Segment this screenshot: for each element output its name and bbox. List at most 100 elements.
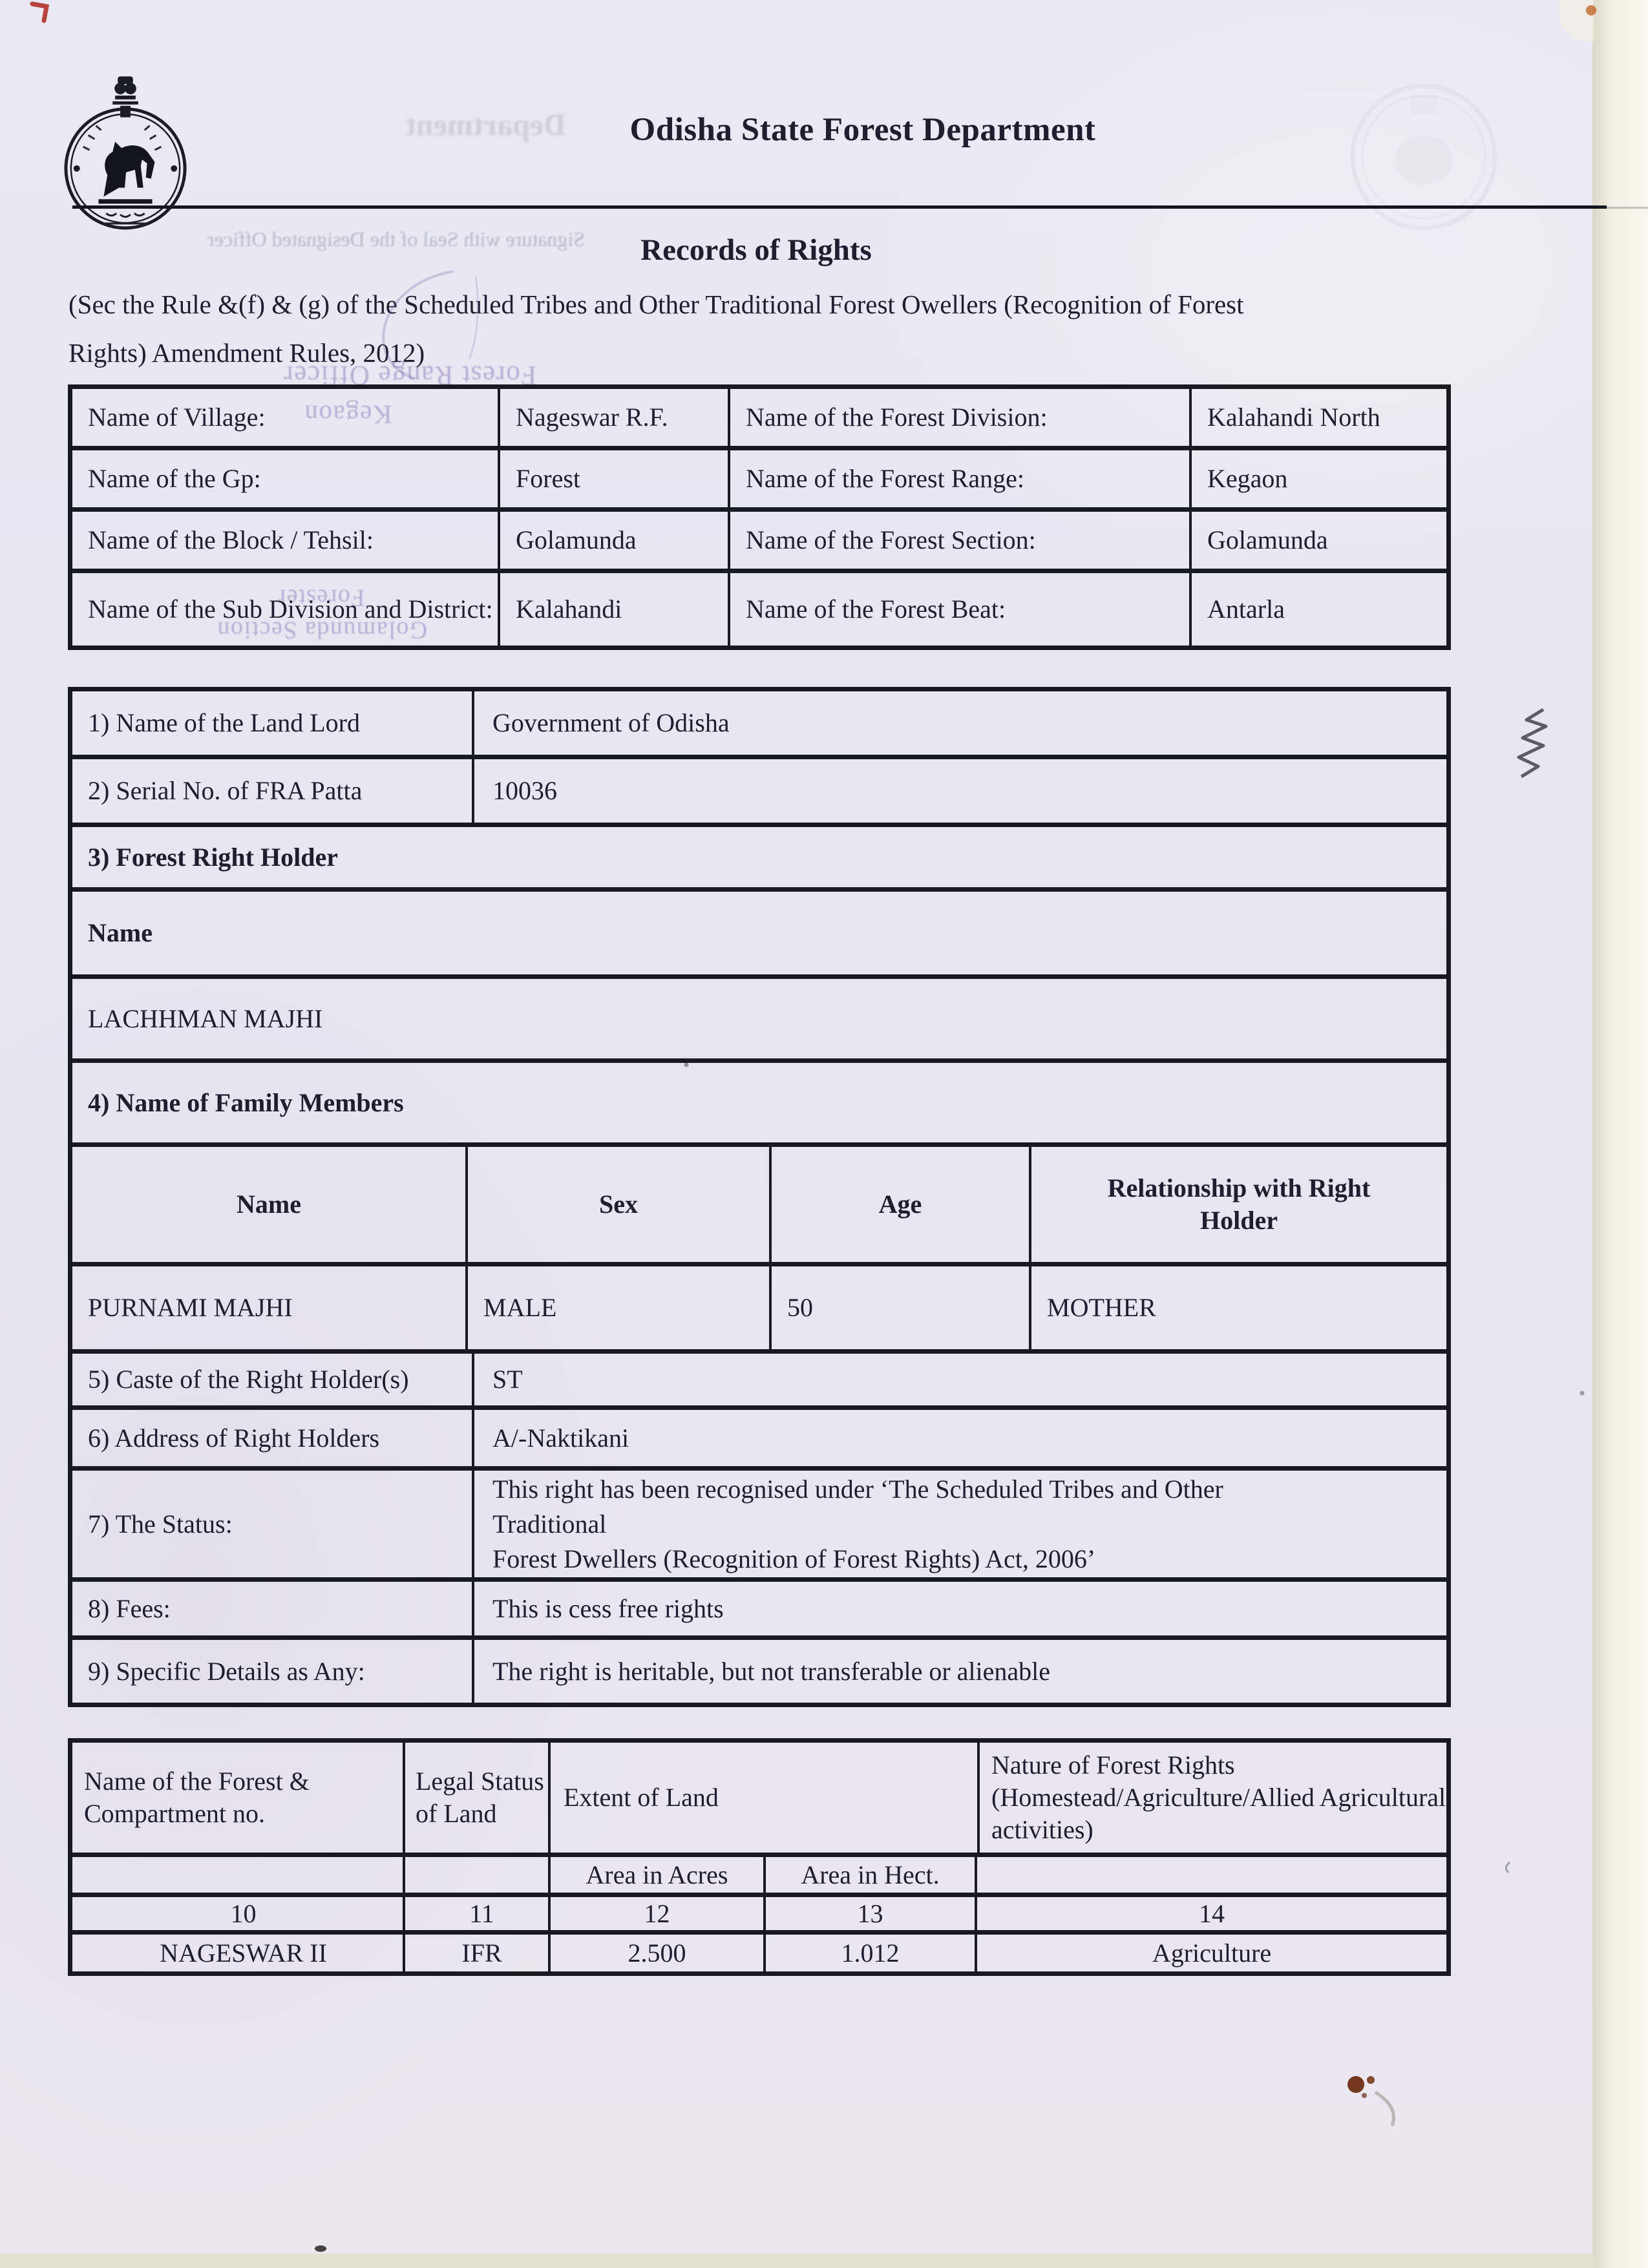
cell-label: Name of the Gp:	[72, 450, 500, 507]
column-number: 13	[766, 1897, 977, 1930]
cell-value: This is cess free rights	[492, 1593, 724, 1623]
section-heading: 4) Name of Family Members	[88, 1087, 404, 1117]
column-header: Extent of Land	[551, 1743, 980, 1853]
table-row: 1) Name of the Land Lord Government of O…	[72, 691, 1446, 759]
table-row: 8) Fees: This is cess free rights	[72, 1582, 1446, 1640]
header-row: Name of the Forest & Compartment no. Leg…	[72, 1743, 1446, 1857]
cell-label: Name of Village:	[72, 389, 500, 446]
cell-label: Name of the Forest Range:	[730, 450, 1192, 507]
table-row: Name of Village: Nageswar R.F. Name of t…	[72, 389, 1446, 450]
speck-mark	[1579, 1391, 1585, 1396]
cell-value: This right has been recognised under ‘Th…	[474, 1471, 1446, 1577]
cell-label: 5) Caste of the Right Holder(s)	[72, 1354, 474, 1405]
column-header: Area in Acres	[551, 1857, 766, 1893]
cell-value: Nageswar R.F.	[500, 389, 730, 446]
header-rule-faint	[1607, 207, 1648, 209]
cell-value: Antarla	[1207, 594, 1285, 624]
table-row: 6) Address of Right Holders A/-Naktikani	[72, 1410, 1446, 1471]
right-holder-name: LACHHMAN MAJHI	[88, 1003, 323, 1033]
column-header: Name	[72, 1147, 468, 1262]
cell-label: 7) The Status:	[72, 1471, 474, 1577]
table-row: 9) Specific Details as Any: The right is…	[72, 1640, 1446, 1703]
section-heading: 3) Forest Right Holder	[88, 842, 338, 872]
cell-value: A/-Naktikani	[492, 1423, 629, 1453]
cell-value: NAGESWAR II	[72, 1935, 405, 1971]
column-number: 12	[551, 1897, 766, 1930]
status-line2: Traditional	[492, 1509, 607, 1538]
cell-value: Government of Odisha	[492, 708, 730, 737]
ink-blot-mark	[1362, 2093, 1367, 2098]
family-table-header-row: Name Sex Age Relationship with Right Hol…	[72, 1147, 1446, 1266]
page-title: Records of Rights	[640, 233, 872, 267]
cell-value: Golamunda	[1207, 525, 1328, 554]
table-data-row: NAGESWAR II IFR 2.500 1.012 Agriculture	[72, 1935, 1446, 1971]
ink-smear	[1374, 2090, 1395, 2126]
subtitle: (Sec the Rule &(f) & (g) of the Schedule…	[69, 280, 1529, 377]
table-row: 4) Name of Family Members	[72, 1063, 1446, 1147]
subheader-row: Area in Acres Area in Hect.	[72, 1857, 1446, 1897]
cell-value: The right is heritable, but not transfer…	[492, 1656, 1051, 1686]
cell-label: 9) Specific Details as Any:	[72, 1640, 474, 1703]
table-row: LACHHMAN MAJHI	[72, 979, 1446, 1063]
table-row: 7) The Status: This right has been recog…	[72, 1471, 1446, 1582]
column-header: Relationship with Right Holder	[1107, 1173, 1371, 1235]
table-row: Name	[72, 892, 1446, 979]
cell-label: Name of the Forest Section:	[730, 512, 1192, 569]
column-header: Nature of Forest Rights (Homestead/Agric…	[991, 1750, 1446, 1844]
cell-value: PURNAMI MAJHI	[72, 1266, 468, 1349]
cell-label: Name of the Block / Tehsil:	[72, 512, 500, 569]
cell-value: Forest	[500, 450, 730, 507]
cell-label: 1) Name of the Land Lord	[72, 691, 474, 755]
column-header: Area in Hect.	[766, 1857, 977, 1893]
cell-value: 10036	[492, 776, 557, 805]
cell-label: Name of the Forest Division:	[730, 389, 1192, 446]
cell-label: 6) Address of Right Holders	[72, 1410, 474, 1466]
header-rule	[72, 205, 1607, 209]
column-number: 11	[405, 1897, 551, 1930]
speck-curve	[1505, 1861, 1510, 1874]
empty-cell	[977, 1857, 1446, 1893]
cell-value: 1.012	[766, 1935, 977, 1971]
cell-value: ST	[492, 1365, 523, 1394]
land-extent-table: Name of the Forest & Compartment no. Leg…	[68, 1738, 1451, 1976]
cell-value: MOTHER	[1047, 1293, 1156, 1322]
pen-squiggle-mark	[1517, 708, 1548, 779]
status-line1: This right has been recognised under ‘Th…	[492, 1474, 1223, 1504]
cell-value: Kalahandi	[500, 573, 730, 646]
column-number: 10	[72, 1897, 405, 1930]
column-header: Name of the Forest & Compartment no.	[72, 1743, 405, 1853]
column-header: Age	[772, 1147, 1031, 1262]
cell-value: Golamunda	[500, 512, 730, 569]
cell-value: Kalahandi North	[1207, 403, 1380, 432]
empty-cell	[405, 1857, 551, 1893]
table-row: 2) Serial No. of FRA Patta 10036	[72, 759, 1446, 827]
table-row: 5) Caste of the Right Holder(s) ST	[72, 1354, 1446, 1410]
column-header: Legal Status of Land	[405, 1743, 551, 1853]
odisha-state-emblem-icon	[64, 76, 187, 230]
scan-page-right-edge	[1592, 0, 1648, 2268]
cell-label: 2) Serial No. of FRA Patta	[72, 759, 474, 823]
cell-value: MALE	[468, 1266, 772, 1349]
cell-value: IFR	[405, 1935, 551, 1971]
rights-details-table: 1) Name of the Land Lord Government of O…	[68, 687, 1451, 1707]
table-row: 3) Forest Right Holder	[72, 827, 1446, 892]
section-heading: Name	[88, 918, 153, 947]
cell-value: 50	[772, 1266, 1031, 1349]
ink-blot-mark	[1367, 2076, 1375, 2084]
cell-value: Agriculture	[1152, 1938, 1272, 1968]
subtitle-line1: (Sec the Rule &(f) & (g) of the Schedule…	[69, 289, 1244, 319]
column-header: Sex	[468, 1147, 772, 1262]
red-corner-mark	[30, 1, 50, 23]
speck-mark	[315, 2245, 326, 2252]
cell-label: Name of the Sub Division and District:	[72, 573, 500, 646]
scan-corner-crease	[1559, 0, 1594, 41]
cell-value: 2.500	[551, 1935, 766, 1971]
table-row: Name of the Gp: Forest Name of the Fores…	[72, 450, 1446, 512]
cell-value: Kegaon	[1207, 464, 1288, 493]
bleedthrough-emblem-icon	[1350, 83, 1497, 231]
empty-cell	[72, 1857, 405, 1893]
column-number: 14	[1199, 1898, 1225, 1928]
column-number-row: 10 11 12 13 14	[72, 1897, 1446, 1935]
subtitle-line2: Rights) Amendment Rules, 2012)	[69, 338, 425, 368]
